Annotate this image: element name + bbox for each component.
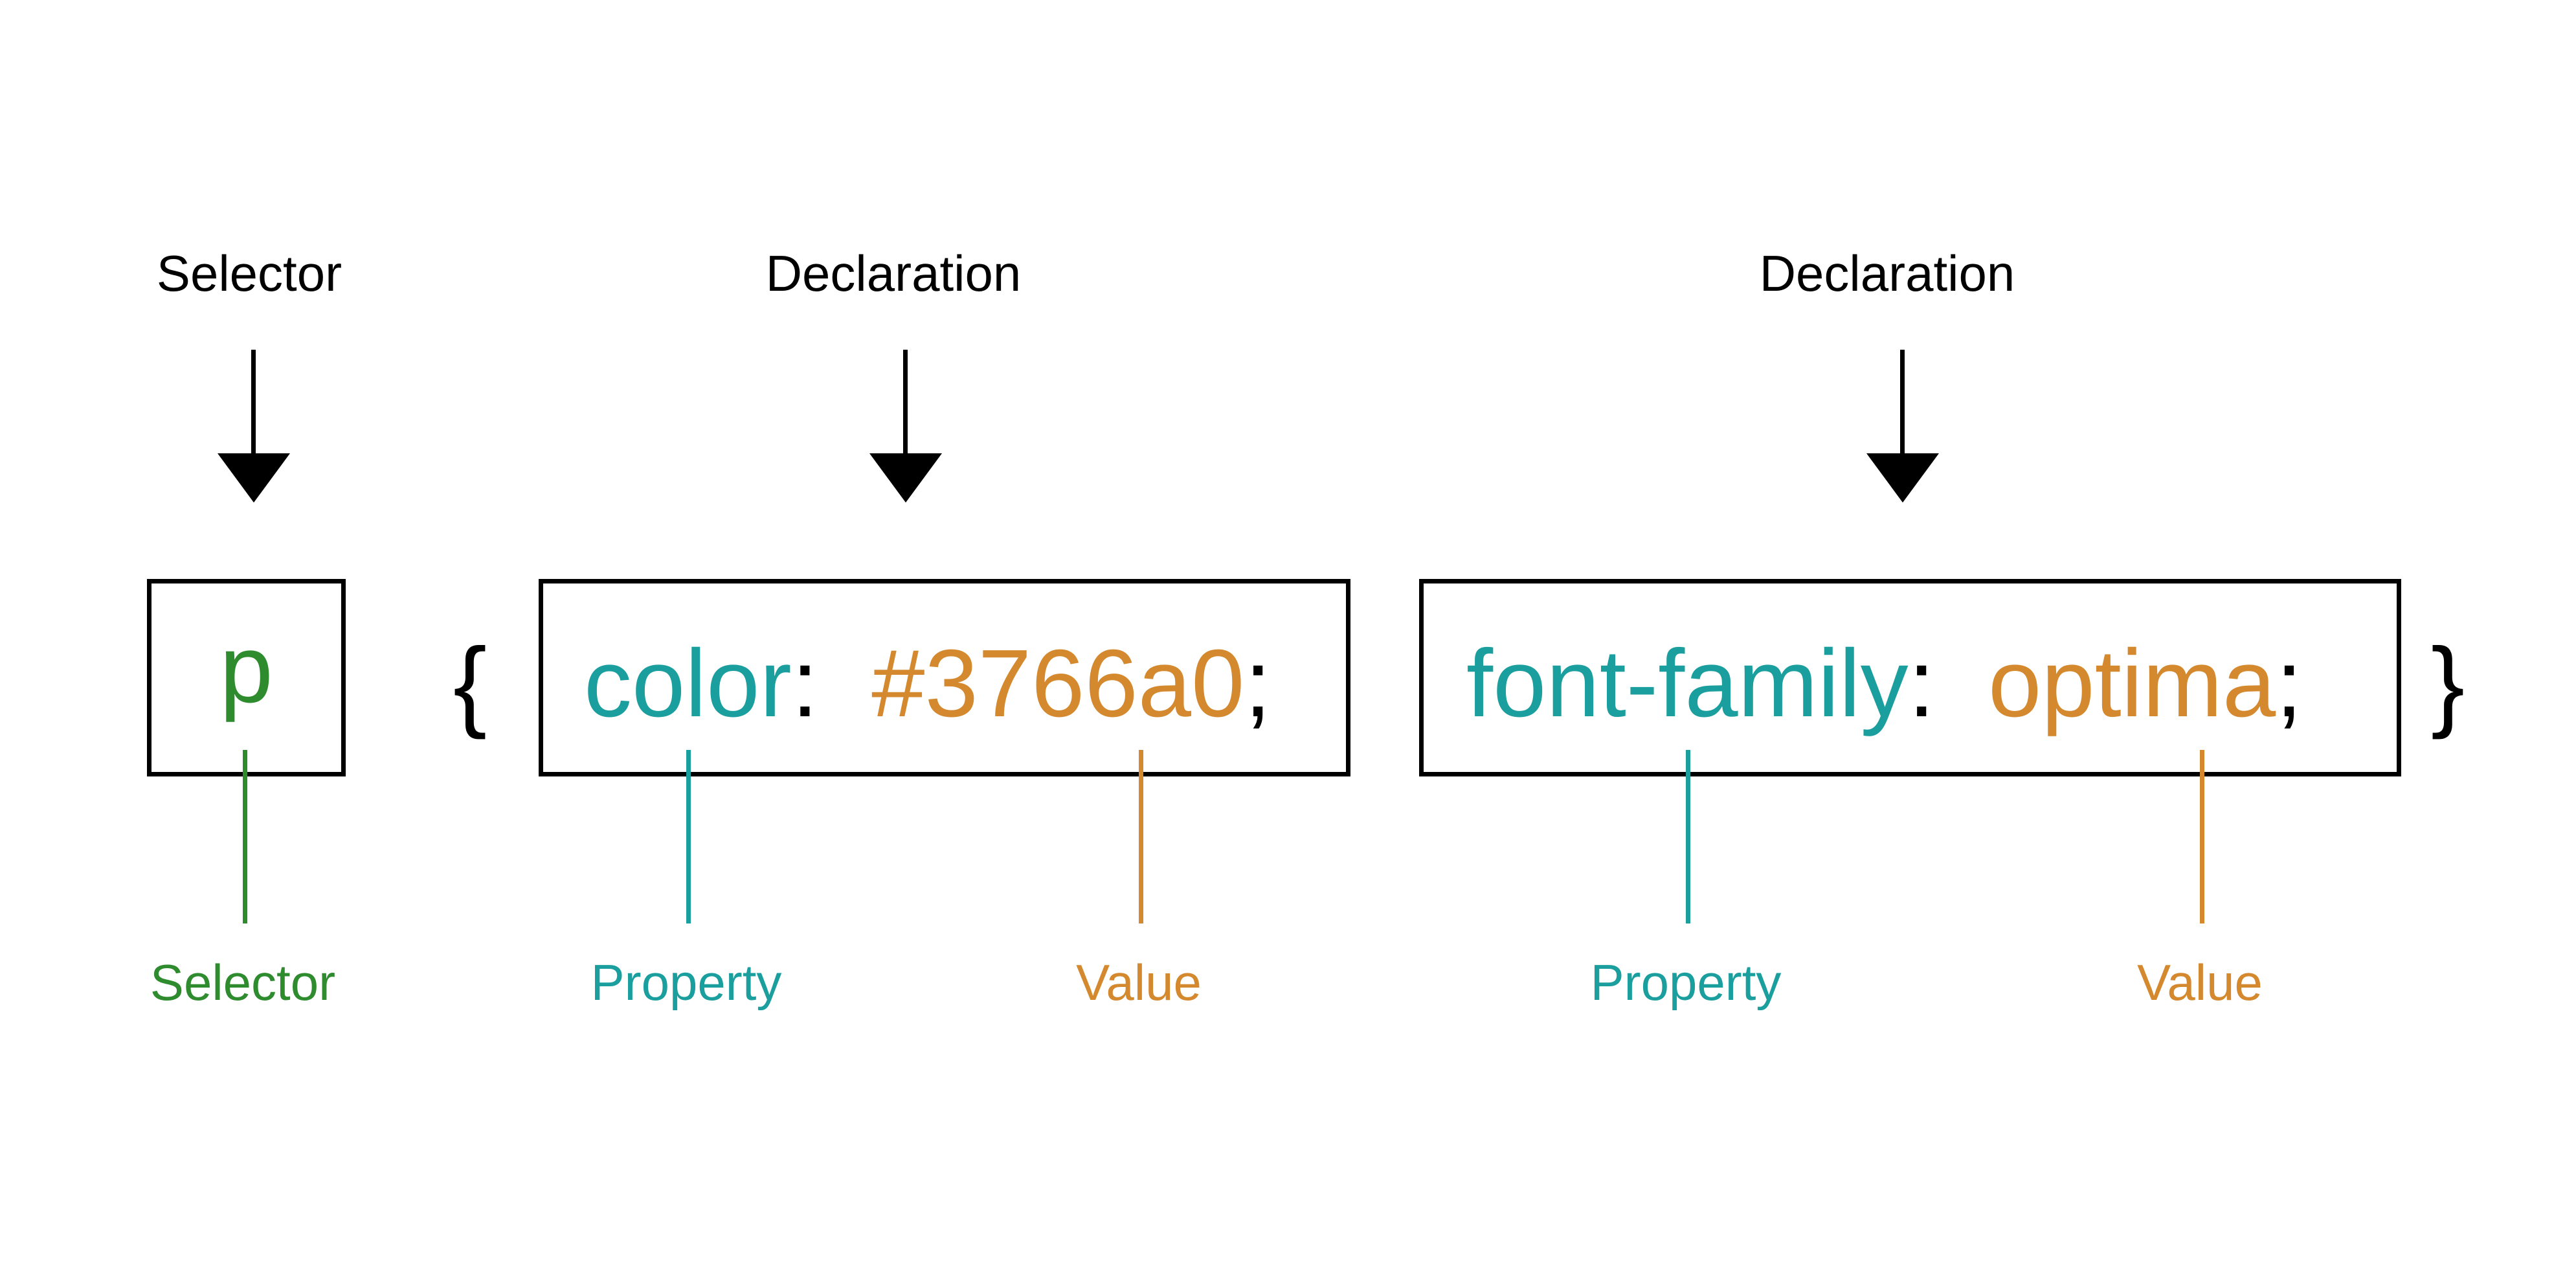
value-label-1: Value <box>1076 954 1202 1011</box>
declaration-1-code: color: #3766a0; <box>584 636 1271 732</box>
property-label-2: Property <box>1590 954 1782 1011</box>
selector-heading: Selector <box>156 245 342 302</box>
declaration-box-2 <box>1419 579 2401 776</box>
colon-1: : <box>791 630 818 737</box>
property-connector-2 <box>1686 750 1690 923</box>
property-connector-1 <box>686 750 691 923</box>
close-brace: } <box>2431 628 2465 740</box>
value-optima: optima <box>1988 630 2276 737</box>
selector-code: p <box>219 616 273 723</box>
value-connector-1 <box>1139 750 1143 923</box>
semicolon-1: ; <box>1244 630 1271 737</box>
declaration-arrow-2 <box>1866 350 1939 503</box>
value-color: #3766a0 <box>871 630 1245 737</box>
semicolon-2: ; <box>2276 630 2303 737</box>
declaration-arrow-1 <box>869 350 942 503</box>
declaration-heading-1: Declaration <box>765 245 1022 302</box>
selector-arrow <box>218 350 290 503</box>
declaration-2-code: font-family: optima; <box>1466 636 2302 732</box>
property-color: color <box>584 630 792 737</box>
colon-2: : <box>1908 630 1935 737</box>
selector-label: Selector <box>150 954 336 1011</box>
property-font-family: font-family <box>1466 630 1909 737</box>
declaration-heading-2: Declaration <box>1759 245 2015 302</box>
property-label-1: Property <box>590 954 782 1011</box>
declaration-box-1 <box>539 579 1350 776</box>
selector-connector <box>243 750 247 923</box>
value-label-2: Value <box>2137 954 2263 1011</box>
value-connector-2 <box>2200 750 2204 923</box>
open-brace: { <box>453 628 487 740</box>
